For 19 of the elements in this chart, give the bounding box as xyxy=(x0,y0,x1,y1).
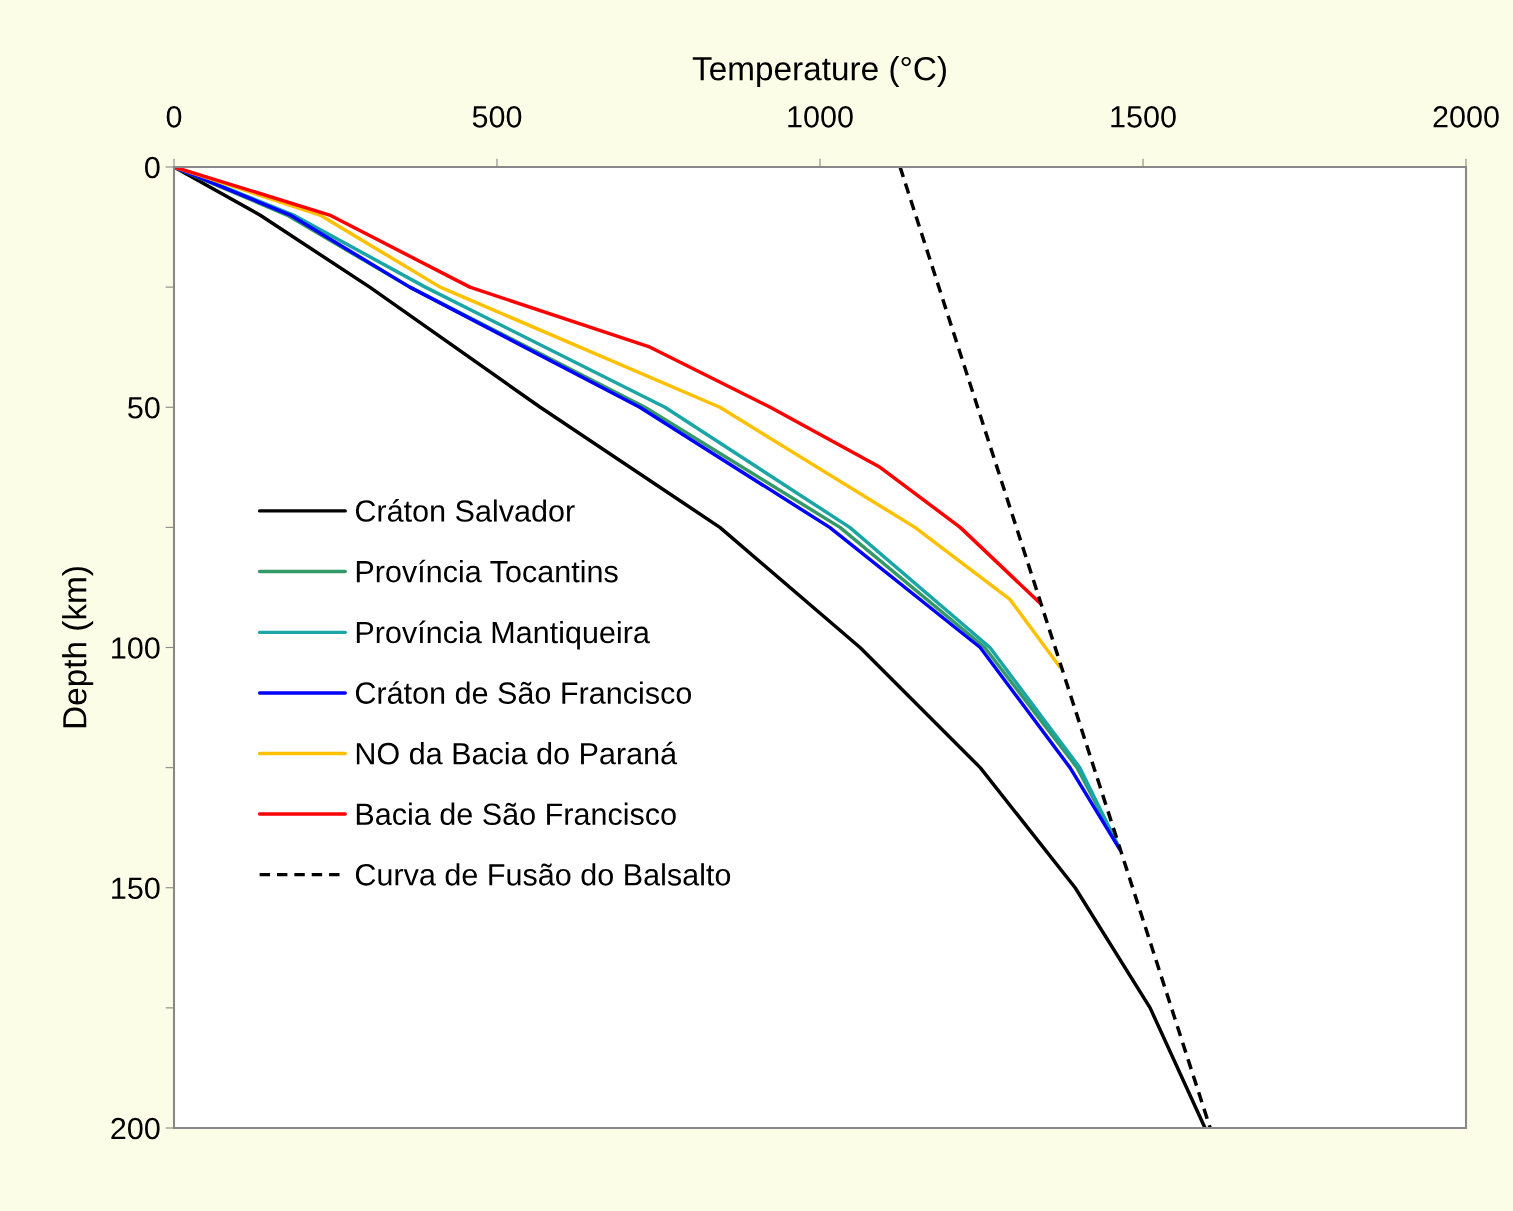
x-tick-label: 500 xyxy=(472,105,522,128)
x-tick-label: 0 xyxy=(166,105,182,128)
x-tick-label: 1000 xyxy=(788,105,853,128)
legend-label: Bacia de São Francisco xyxy=(356,802,676,826)
y-tick-label: 50 xyxy=(128,396,160,419)
legend-label: Província Tocantins xyxy=(356,559,618,583)
y-tick-label: 0 xyxy=(145,156,160,179)
legend-label: Cráton de São Francisco xyxy=(355,681,692,704)
x-tick-label: 2000 xyxy=(1433,105,1499,128)
legend-label: Província Mantiqueira xyxy=(356,620,650,650)
y-tick-label: 150 xyxy=(112,877,160,900)
legend-label: Curva de Fusão do Balsalto xyxy=(355,863,731,886)
legend-label: NO da Bacia do Paraná xyxy=(356,741,678,765)
y-axis-title: Depth (km) xyxy=(62,567,94,728)
x-tick-label: 1500 xyxy=(1111,105,1176,128)
x-axis-title: Temperature (°C) xyxy=(692,56,946,88)
y-tick-label: 100 xyxy=(112,637,160,659)
legend-label: Cráton Salvador xyxy=(355,499,575,522)
y-tick-label: 200 xyxy=(111,1117,160,1140)
